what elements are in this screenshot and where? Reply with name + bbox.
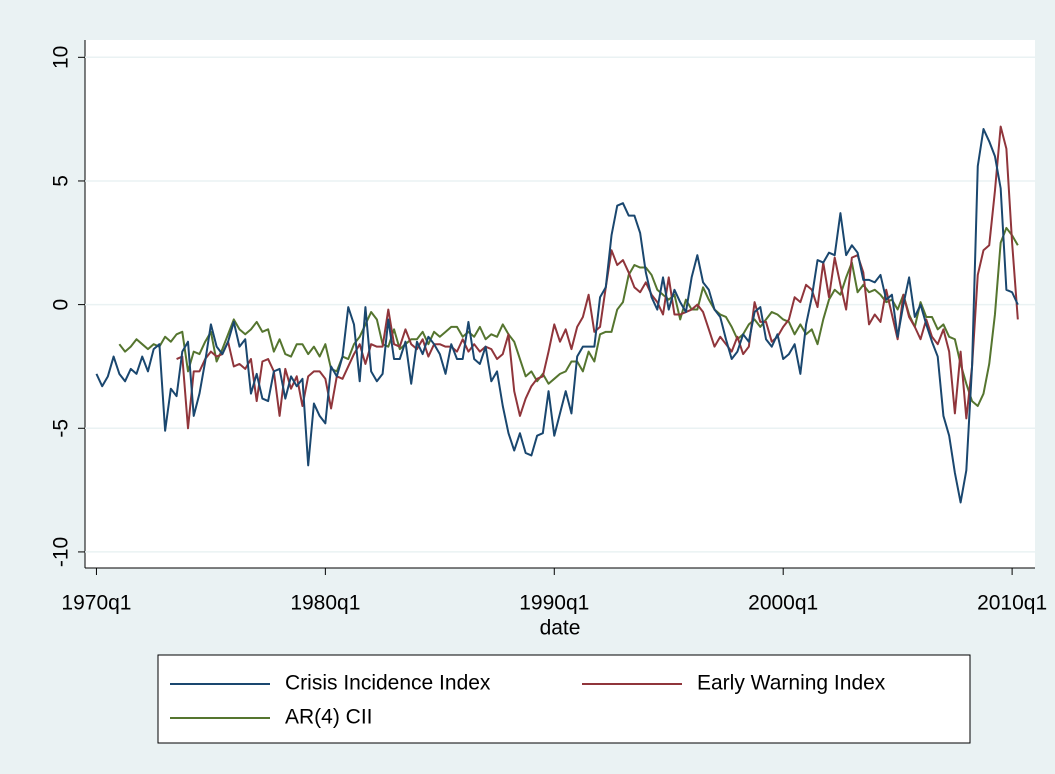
x-tick-label: 2000q1 <box>748 592 818 615</box>
legend-label: AR(4) CII <box>285 706 373 729</box>
series-line <box>95 128 1019 504</box>
x-tick-label: 1970q1 <box>61 592 131 615</box>
y-tick-label: -10 <box>50 537 73 567</box>
series-line <box>118 226 1019 408</box>
x-tick-label: 1990q1 <box>519 592 589 615</box>
legend <box>157 654 971 744</box>
y-tick-label: 10 <box>50 46 73 69</box>
y-tick-label: -5 <box>50 419 73 438</box>
x-tick-label: 2010q1 <box>977 592 1047 615</box>
legend-label: Crisis Incidence Index <box>285 672 491 695</box>
x-axis-label: date <box>540 617 581 640</box>
x-tick-label: 1980q1 <box>290 592 360 615</box>
y-tick-label: 0 <box>50 299 73 311</box>
y-tick-label: 5 <box>50 175 73 187</box>
legend-label: Early Warning Index <box>697 672 886 695</box>
